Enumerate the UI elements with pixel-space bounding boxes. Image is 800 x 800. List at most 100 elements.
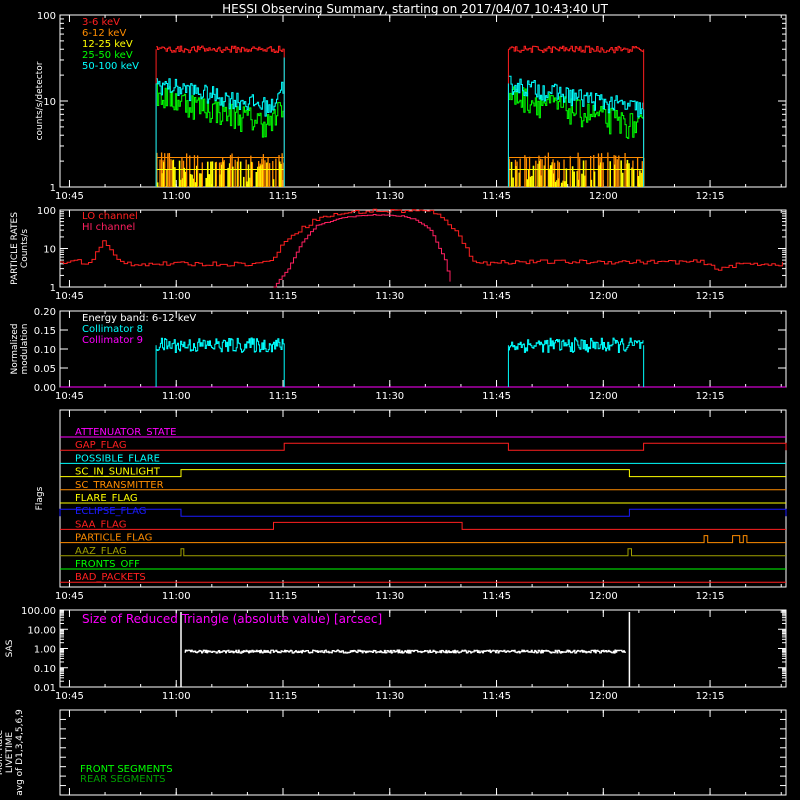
series-25-50-kev bbox=[508, 86, 644, 139]
x-tick-label: 12:00 bbox=[589, 191, 618, 202]
panel-frame-4 bbox=[59, 409, 787, 588]
legend-entry: 6-12 keV bbox=[82, 28, 126, 39]
series-3-6-kev bbox=[508, 45, 644, 54]
x-tick-label: 12:15 bbox=[696, 591, 725, 602]
flag-line bbox=[59, 508, 787, 517]
legend-entry: FRONT SEGMENTS bbox=[80, 764, 173, 775]
panel-frame-2 bbox=[59, 209, 787, 288]
flag-label: ATTENUATOR_STATE bbox=[75, 427, 176, 438]
series-collimator-8 bbox=[508, 337, 644, 353]
y-axis-label: modulation bbox=[20, 324, 30, 375]
x-tick-label: 11:45 bbox=[482, 691, 511, 702]
flag-label: AAZ_FLAG bbox=[75, 546, 127, 557]
x-tick-label: 10:45 bbox=[55, 291, 84, 302]
y-axis-label: avg of D1,3,4,5,6,9 bbox=[15, 709, 25, 796]
panel-frame-6 bbox=[59, 709, 787, 796]
x-tick-label: 12:00 bbox=[589, 691, 618, 702]
flag-label: SC_IN_SUNLIGHT bbox=[75, 467, 161, 478]
flag-label: GAP_FLAG bbox=[75, 440, 127, 451]
series-50-100-kev bbox=[156, 78, 285, 117]
x-tick-label: 11:45 bbox=[482, 391, 511, 402]
y-axis-label: SAS bbox=[5, 639, 15, 657]
y-tick-label: 0.01 bbox=[34, 683, 56, 694]
y-axis-label: Normalized bbox=[10, 323, 20, 374]
series-50-100-kev bbox=[508, 75, 644, 118]
series-sas bbox=[184, 649, 626, 654]
flag-label: SC_TRANSMITTER bbox=[75, 480, 164, 491]
series-lo-channel bbox=[60, 208, 783, 271]
flag-line bbox=[60, 469, 786, 478]
flag-label: PARTICLE_FLAG bbox=[75, 533, 152, 544]
y-axis-label: Flags bbox=[35, 486, 45, 510]
flag-line bbox=[60, 548, 786, 557]
flag-line bbox=[60, 521, 786, 530]
x-tick-label: 11:30 bbox=[375, 591, 404, 602]
x-tick-label: 11:45 bbox=[482, 191, 511, 202]
y-tick-label: 1 bbox=[50, 283, 56, 294]
x-tick-label: 11:00 bbox=[162, 291, 191, 302]
x-tick-label: 12:15 bbox=[696, 691, 725, 702]
y-tick-label: 1 bbox=[50, 183, 56, 194]
y-tick-label: 0.10 bbox=[34, 345, 56, 356]
series-3-6-kev bbox=[156, 45, 285, 54]
x-tick-label: 10:45 bbox=[55, 191, 84, 202]
y-tick-label: 0.10 bbox=[34, 664, 56, 675]
legend-entry: Collimator 8 bbox=[82, 324, 143, 335]
x-tick-label: 11:15 bbox=[269, 191, 298, 202]
x-tick-label: 12:15 bbox=[696, 291, 725, 302]
legend-entry: 25-50 keV bbox=[82, 50, 133, 61]
legend-entry: 3-6 keV bbox=[82, 17, 120, 28]
series-25-50-kev bbox=[156, 83, 285, 138]
x-tick-label: 10:45 bbox=[55, 691, 84, 702]
flag-line bbox=[60, 535, 786, 544]
series-hi-channel bbox=[273, 214, 451, 288]
x-tick-label: 11:15 bbox=[269, 691, 298, 702]
y-tick-label: 0.05 bbox=[34, 364, 56, 375]
x-tick-label: 10:45 bbox=[55, 391, 84, 402]
legend-entry: Collimator 9 bbox=[82, 335, 143, 346]
x-tick-label: 12:00 bbox=[589, 291, 618, 302]
flag-label: SAA_FLAG bbox=[75, 519, 126, 530]
flag-line bbox=[60, 442, 787, 451]
legend-entry: LO channel bbox=[82, 211, 138, 222]
flag-label: FRONTS_OFF bbox=[75, 559, 140, 570]
y-tick-label: 10.00 bbox=[27, 625, 56, 636]
y-tick-label: 0.00 bbox=[34, 383, 56, 394]
legend-entry: REAR SEGMENTS bbox=[80, 774, 166, 785]
y-tick-label: 100 bbox=[37, 11, 56, 22]
y-axis-label: counts/s/detector bbox=[35, 61, 45, 140]
legend-entry: Energy band: 6-12 keV bbox=[82, 313, 196, 324]
x-tick-label: 11:00 bbox=[162, 391, 191, 402]
x-tick-label: 12:15 bbox=[696, 191, 725, 202]
y-tick-label: 0.20 bbox=[34, 307, 56, 318]
y-tick-label: 10 bbox=[43, 97, 56, 108]
y-tick-label: 100 bbox=[37, 206, 56, 217]
series-collimator-8 bbox=[156, 337, 285, 353]
x-tick-label: 11:00 bbox=[162, 591, 191, 602]
x-tick-label: 11:15 bbox=[269, 591, 298, 602]
x-tick-label: 11:00 bbox=[162, 691, 191, 702]
x-tick-label: 11:15 bbox=[269, 391, 298, 402]
x-tick-label: 12:00 bbox=[589, 391, 618, 402]
flag-label: POSSIBLE_FLARE bbox=[75, 453, 160, 464]
x-tick-label: 12:00 bbox=[589, 591, 618, 602]
legend-entry: 50-100 keV bbox=[82, 61, 139, 72]
y-axis-label: LIVETIME bbox=[5, 732, 15, 773]
legend-entry: HI channel bbox=[82, 222, 135, 233]
flag-label: BAD_PACKETS bbox=[75, 572, 146, 583]
flag-label: ECLIPSE_FLAG bbox=[75, 506, 146, 517]
x-tick-label: 11:15 bbox=[269, 291, 298, 302]
sas-annotation: Size of Reduced Triangle (absolute value… bbox=[82, 612, 382, 626]
x-tick-label: 11:30 bbox=[375, 291, 404, 302]
x-tick-label: 10:45 bbox=[55, 591, 84, 602]
y-axis-label: PARTICLE RATES bbox=[10, 212, 20, 285]
legend-entry: 12-25 keV bbox=[82, 39, 133, 50]
figure-title: HESSI Observing Summary, starting on 201… bbox=[222, 2, 608, 16]
y-axis-label: Counts/s bbox=[20, 229, 30, 268]
x-tick-label: 11:45 bbox=[482, 591, 511, 602]
y-tick-label: 0.15 bbox=[34, 326, 56, 337]
y-tick-label: 10 bbox=[43, 245, 56, 256]
x-tick-label: 11:30 bbox=[375, 191, 404, 202]
y-axis-label: Mon. Rate bbox=[0, 729, 5, 775]
